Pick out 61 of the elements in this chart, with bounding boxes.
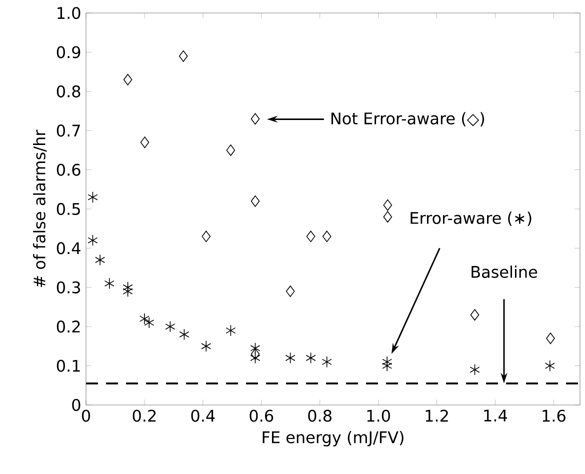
x-tick-label: 0: [82, 410, 90, 422]
x-axis-title: FE energy (mJ/FV): [262, 430, 404, 446]
x-tick-label: 0.8: [308, 410, 332, 422]
point: [470, 364, 480, 376]
point: [123, 74, 132, 86]
annotation: Error-aware (∗): [410, 212, 532, 226]
point: [122, 286, 133, 298]
x-tick-label: 0.2: [132, 410, 156, 422]
y-axis-title: # of false alarms/hr: [33, 130, 47, 288]
y-tick-label: 0.6: [56, 164, 80, 176]
point: [306, 230, 316, 242]
y-tick-label: 0: [72, 398, 80, 412]
point: [140, 136, 150, 148]
point: [202, 230, 211, 242]
annotation: Not Error-aware (◇): [331, 112, 484, 126]
y-tick-label: 0.5: [56, 202, 80, 216]
annotation: Baseline: [472, 266, 538, 278]
x-tick-label: 0.6: [250, 410, 274, 422]
y-tick-label: 1.0: [58, 6, 80, 20]
point: [285, 352, 296, 364]
point: [250, 113, 260, 125]
y-tick-label: 0.7: [56, 124, 80, 137]
point: [322, 356, 332, 368]
y-tick-label: 0.9: [56, 46, 80, 58]
point: [95, 254, 106, 266]
point: [104, 278, 114, 290]
point: [144, 316, 154, 328]
x-tick-label: 1.6: [542, 410, 566, 422]
point: [201, 340, 212, 352]
point: [383, 211, 392, 223]
point: [383, 199, 392, 211]
point: [88, 192, 98, 203]
y-tick-label: 0.1: [56, 360, 80, 372]
point: [250, 352, 260, 364]
point: [139, 313, 150, 324]
point: [122, 282, 133, 294]
x-tick-label: 1.2: [426, 410, 448, 422]
point: [544, 360, 555, 372]
x-tick-label: 1.4: [484, 410, 508, 422]
y-tick-label: 0.8: [56, 85, 80, 98]
point: [226, 324, 236, 336]
point: [226, 144, 236, 156]
x-tick-label: 0.4: [191, 410, 215, 422]
x-tick-label: 1.0: [367, 410, 390, 422]
point: [470, 309, 480, 321]
point: [250, 342, 260, 354]
point: [306, 352, 316, 364]
point: [88, 234, 98, 246]
y-tick-label: 0.3: [56, 281, 80, 294]
point: [382, 360, 392, 372]
point: [382, 356, 392, 368]
y-tick-label: 0.2: [56, 320, 80, 333]
point: [322, 230, 332, 242]
point: [546, 332, 555, 344]
point: [286, 286, 295, 298]
point: [250, 348, 260, 360]
point: [250, 195, 260, 207]
y-tick-label: 0.4: [56, 242, 80, 254]
point: [178, 50, 188, 62]
point: [179, 328, 190, 340]
point: [165, 320, 176, 332]
